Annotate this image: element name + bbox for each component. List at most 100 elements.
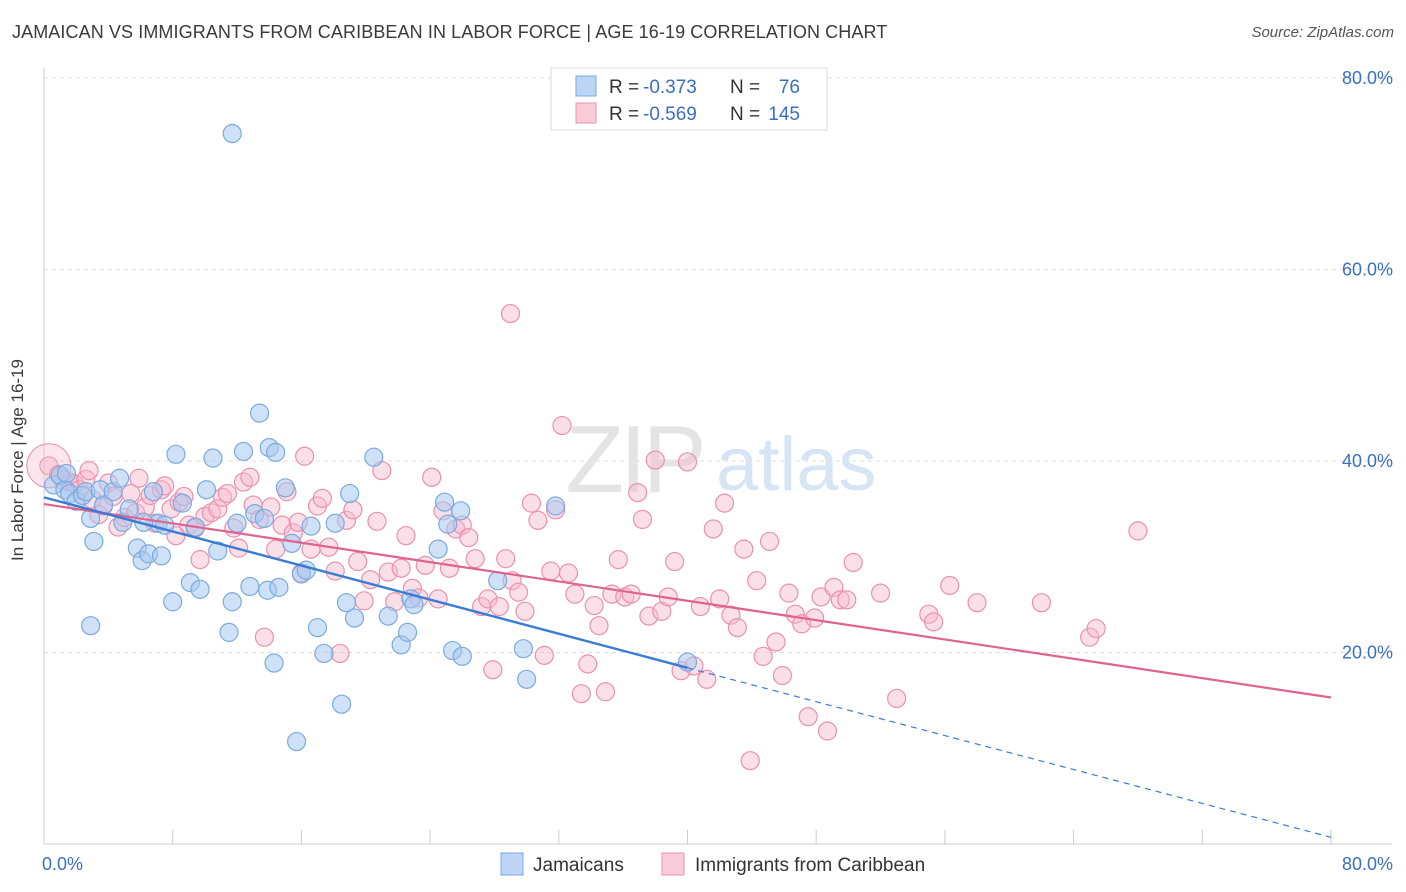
jamaicans-point (264, 653, 284, 673)
immigrants-point (924, 612, 944, 632)
jamaicans-point (222, 592, 242, 612)
jamaicans-point (340, 483, 360, 504)
jamaicans-point (240, 576, 260, 597)
immigrants-point (272, 515, 292, 535)
x-tick-label-end: 80.0% (1342, 854, 1393, 874)
immigrants-point (1086, 618, 1106, 639)
immigrants-point (639, 606, 659, 626)
immigrants-point (508, 582, 529, 602)
immigrants-point (811, 587, 831, 607)
immigrants-point (208, 499, 228, 519)
jamaicans-point (143, 482, 163, 502)
jamaicans-point (190, 579, 210, 599)
immigrants-point (830, 590, 850, 610)
immigrants-point (489, 596, 509, 617)
immigrants-point (515, 601, 535, 621)
stats-legend: R = -0.373 N = 76 R = -0.569 N = 145 (550, 67, 828, 131)
jamaicans-point (286, 731, 307, 752)
stats-r-label-2: R = (609, 104, 639, 125)
jamaicans-point (325, 513, 345, 533)
jamaicans-point (254, 508, 274, 529)
immigrants-point (759, 531, 780, 552)
jamaicans-point (404, 595, 424, 615)
immigrants-point (266, 539, 286, 559)
jamaicans-point (227, 513, 247, 533)
stats-r-value-2: -0.569 (643, 104, 697, 125)
jamaicans-point (434, 492, 455, 512)
immigrants-point (690, 596, 710, 617)
immigrants-point (584, 595, 604, 616)
jamaicans-trend-line (43, 496, 688, 669)
jamaicans-point (166, 444, 186, 464)
immigrants-point (541, 561, 561, 581)
immigrants-point (367, 511, 387, 531)
jamaicans-point (172, 493, 192, 513)
jamaicans-point (488, 571, 508, 591)
watermark-zip: ZIP (565, 406, 702, 513)
jamaicans-point (314, 643, 334, 664)
jamaicans-point (336, 593, 357, 613)
jamaicans-point (517, 669, 537, 689)
x-tick-label-start: 0.0% (42, 854, 83, 874)
jamaicans-points (44, 123, 698, 752)
jamaicans-point (203, 448, 223, 468)
immigrants-point (571, 684, 591, 704)
jamaicans-point (266, 442, 286, 462)
bottom-legend: Jamaicans Immigrants from Caribbean (500, 852, 925, 876)
jamaicans-point (296, 560, 316, 580)
jamaicans-point (151, 546, 172, 566)
stats-legend-box (550, 67, 828, 131)
jamaicans-point (452, 646, 472, 666)
immigrants-point (190, 550, 210, 570)
stats-r-label-1: R = (609, 77, 639, 98)
immigrants-point (254, 627, 274, 647)
immigrants-point (483, 660, 503, 680)
legend-swatch-immigrants (661, 852, 685, 876)
immigrants-point (439, 558, 460, 578)
immigrants-point (887, 688, 907, 709)
immigrants-point (578, 654, 598, 674)
stats-n-label-2: N = (730, 104, 760, 125)
immigrants-point (967, 593, 987, 613)
y-tick-label: 80.0% (1342, 68, 1393, 88)
immigrants-point (940, 575, 960, 596)
jamaicans-point (110, 468, 130, 488)
jamaicans-point (163, 592, 183, 612)
immigrants-point (422, 467, 442, 487)
immigrants-point (677, 452, 698, 472)
jamaicans-point (545, 496, 566, 516)
immigrants-point (779, 583, 799, 603)
immigrants-point (645, 450, 665, 470)
source-credit: Source: ZipAtlas.com (1251, 24, 1394, 41)
immigrants-point (378, 562, 398, 582)
immigrants-point (459, 527, 479, 548)
jamaicans-point (208, 541, 228, 561)
jamaicans-trend-extension (687, 667, 1332, 838)
stats-n-value-2: 145 (768, 104, 800, 125)
immigrants-point (595, 682, 616, 702)
jamaicans-point (56, 463, 77, 484)
immigrants-point (714, 493, 735, 513)
immigrants-point (534, 645, 554, 665)
immigrants-point (330, 643, 350, 664)
stats-r-value-1: -0.373 (643, 77, 697, 98)
immigrants-point (528, 510, 548, 530)
tick-labels: 20.0% 40.0% 60.0% 80.0% 0.0% 80.0% (42, 68, 1393, 874)
immigrants-point (824, 577, 844, 597)
immigrants-point (1031, 593, 1052, 613)
immigrants-point (837, 590, 857, 610)
immigrants-point (129, 468, 149, 488)
gridlines (44, 77, 1392, 653)
immigrants-point (747, 571, 767, 591)
immigrants-point (415, 555, 435, 575)
immigrants-point (608, 550, 628, 570)
jamaicans-point (219, 622, 239, 642)
immigrants-point (240, 467, 260, 487)
immigrants-point (565, 584, 585, 604)
jamaicans-point (222, 123, 242, 144)
immigrants-point (817, 721, 838, 741)
jamaicans-point (301, 516, 321, 536)
jamaicans-point (233, 441, 254, 462)
jamaicans-point (397, 622, 418, 642)
